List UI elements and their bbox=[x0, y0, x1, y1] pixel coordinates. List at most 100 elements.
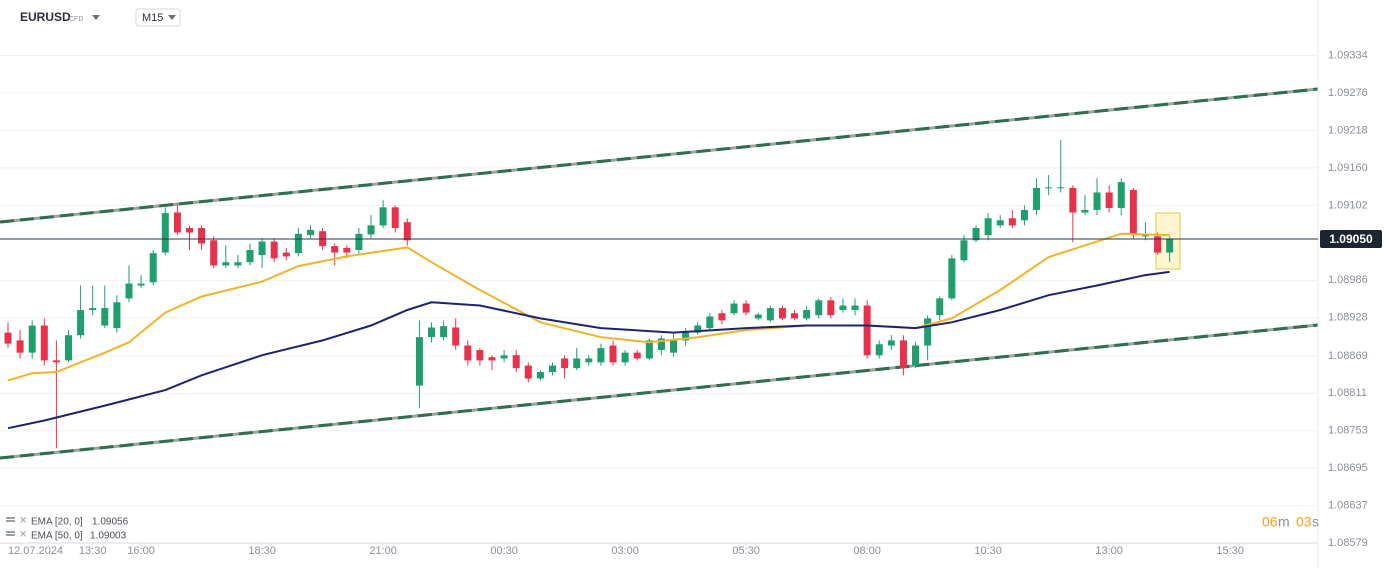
candle-body bbox=[1117, 182, 1125, 208]
candle-body bbox=[1105, 192, 1113, 208]
x-tick-label: 10:30 bbox=[974, 545, 1002, 557]
y-tick-label: 1.09334 bbox=[1328, 49, 1368, 61]
candle-body bbox=[113, 302, 121, 329]
symbol: EURUSD bbox=[20, 10, 71, 24]
candle-body bbox=[89, 308, 97, 311]
candle-body bbox=[125, 283, 133, 299]
grid bbox=[0, 55, 1318, 544]
y-tick-label: 1.09102 bbox=[1328, 199, 1368, 211]
legend-icon[interactable] bbox=[6, 531, 15, 533]
candle-body bbox=[863, 305, 871, 356]
countdown-unit: m bbox=[1278, 514, 1290, 530]
candle-body bbox=[210, 240, 218, 266]
candle-body bbox=[1081, 209, 1089, 213]
legend-label: EMA [50, 0] bbox=[31, 531, 83, 542]
candle-body bbox=[645, 340, 653, 359]
candle-body bbox=[742, 303, 750, 313]
interval: M15 bbox=[142, 12, 163, 24]
candle-body bbox=[464, 345, 472, 361]
candle-body bbox=[64, 335, 72, 361]
candle-body bbox=[28, 325, 36, 353]
y-tick-label: 1.09218 bbox=[1328, 124, 1368, 136]
candle-body bbox=[851, 305, 859, 311]
x-tick-label: 05:30 bbox=[732, 545, 760, 557]
legend-close[interactable]: ✕ bbox=[19, 516, 27, 527]
ema-line bbox=[7, 232, 1170, 382]
candle-body bbox=[815, 300, 823, 316]
legend-icon[interactable] bbox=[6, 520, 15, 522]
candle-body bbox=[960, 240, 968, 261]
legend-icon[interactable] bbox=[6, 534, 15, 536]
legend-value: 1.09056 bbox=[92, 517, 129, 528]
candle-body bbox=[912, 345, 920, 366]
candle-body bbox=[585, 358, 593, 363]
x-tick-label: 13:30 bbox=[79, 545, 107, 557]
candle-body bbox=[875, 344, 883, 356]
candle-body bbox=[40, 325, 48, 361]
x-tick-label: 18:30 bbox=[248, 545, 276, 557]
trendline bbox=[0, 323, 1319, 460]
candle-body bbox=[803, 310, 811, 319]
x-tick-label: 16:00 bbox=[127, 545, 155, 557]
candle-body bbox=[1129, 189, 1137, 236]
y-tick-label: 1.08579 bbox=[1328, 537, 1368, 549]
y-tick-label: 1.08695 bbox=[1328, 462, 1368, 474]
candle-body bbox=[1141, 235, 1149, 237]
x-tick-label: 03:00 bbox=[611, 545, 639, 557]
candle-body bbox=[1033, 187, 1041, 210]
interval-select[interactable] bbox=[135, 8, 181, 27]
dropdown-arrow[interactable] bbox=[92, 15, 100, 20]
candle-body bbox=[524, 365, 532, 379]
candle-body bbox=[367, 225, 375, 235]
candle-body bbox=[1069, 187, 1077, 213]
candle-body bbox=[682, 332, 690, 341]
countdown-seconds: 03 bbox=[1296, 514, 1312, 530]
candle-body bbox=[476, 350, 484, 361]
candle-body bbox=[403, 222, 411, 241]
candle-body bbox=[1008, 218, 1016, 226]
candle-body bbox=[270, 241, 278, 259]
x-tick-label: 00:30 bbox=[490, 545, 518, 557]
dropdown-arrow[interactable] bbox=[168, 15, 176, 20]
candle-body bbox=[1093, 192, 1101, 210]
candle-body bbox=[924, 318, 932, 346]
candle-body bbox=[16, 340, 24, 353]
trendline bbox=[0, 87, 1319, 224]
candle-body bbox=[827, 300, 835, 316]
candle-body bbox=[694, 325, 702, 333]
date-label: 12.07.2024 bbox=[8, 545, 63, 557]
candle-body bbox=[440, 326, 448, 338]
candle-body bbox=[633, 352, 641, 359]
legend-close[interactable]: ✕ bbox=[19, 530, 27, 541]
candle-body bbox=[234, 262, 242, 266]
candle-body bbox=[536, 372, 544, 379]
candle-body bbox=[161, 213, 169, 253]
candle-body bbox=[1045, 187, 1053, 189]
y-tick-label: 1.09276 bbox=[1328, 87, 1368, 99]
candle-body bbox=[198, 227, 206, 244]
candle-body bbox=[137, 283, 145, 286]
candle-body bbox=[718, 313, 726, 321]
x-tick-label: 21:00 bbox=[369, 545, 397, 557]
ema-line bbox=[7, 270, 1170, 430]
candle-body bbox=[222, 262, 230, 266]
candle-body bbox=[379, 207, 387, 226]
candle-body bbox=[1166, 238, 1174, 253]
candle-body bbox=[549, 365, 557, 373]
candle-body bbox=[948, 258, 956, 299]
candle-body bbox=[331, 246, 339, 253]
legend-icon[interactable] bbox=[6, 517, 15, 519]
candle-body bbox=[500, 355, 508, 359]
candle-body bbox=[609, 345, 617, 363]
candle-body bbox=[839, 305, 847, 311]
candle-body bbox=[573, 358, 581, 369]
candle-body bbox=[391, 207, 399, 228]
candle-body bbox=[1154, 236, 1162, 253]
countdown-minutes: 06 bbox=[1262, 514, 1278, 530]
legend-value: 1.09003 bbox=[90, 531, 127, 542]
candle-body bbox=[282, 252, 290, 257]
candle-body bbox=[670, 340, 678, 353]
countdown: 06 m 03 s bbox=[1262, 514, 1319, 530]
